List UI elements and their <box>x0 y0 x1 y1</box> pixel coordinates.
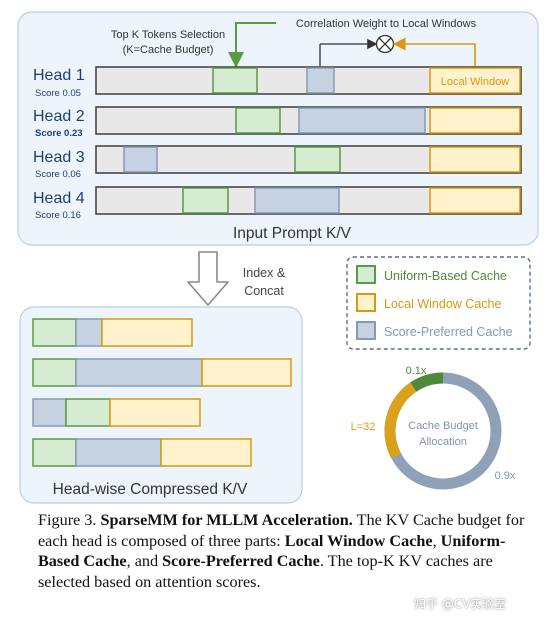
head-1-label: Head 1 <box>33 67 85 84</box>
index-concat-line1: Index & <box>243 266 286 280</box>
head-1-uniform-block <box>212 67 258 94</box>
caption-bold-score: Score-Preferred Cache <box>162 552 320 570</box>
compressed-row-4 <box>32 438 252 467</box>
caption-text-1: The KV Cache budget for each head is com… <box>38 511 525 550</box>
head-3-label: Head 3 <box>33 149 85 166</box>
head-4-score-block <box>254 187 340 214</box>
head-3-score-block <box>123 146 158 173</box>
head-3-score: Score 0.06 <box>35 169 81 180</box>
legend-local-swatch <box>356 293 376 312</box>
compressed-3-local <box>109 398 201 427</box>
down-arrow-icon <box>187 251 229 306</box>
compressed-4-local <box>160 438 252 467</box>
head-row-4: Head 4 Score 0.16 <box>33 186 522 221</box>
donut-label-right: 0.9x <box>495 470 516 482</box>
legend-uniform-swatch <box>356 265 376 284</box>
donut-label-left: L=32 <box>351 421 376 433</box>
correlation-label: Correlation Weight to Local Windows <box>296 18 477 30</box>
donut-gold-arc <box>384 382 417 459</box>
figure-caption: Figure 3. SparseMM for MLLM Acceleration… <box>38 510 528 592</box>
compressed-2-score <box>75 358 203 387</box>
head-2-label: Head 2 <box>33 108 85 125</box>
head-3-local-block <box>429 146 521 173</box>
compressed-3-score <box>32 398 67 427</box>
head-4-label: Head 4 <box>33 190 85 207</box>
head-4-uniform-block <box>182 187 229 214</box>
sparsemm-figure: Top K Tokens Selection (K=Cache Budget) … <box>17 11 539 504</box>
head-3-uniform-block <box>294 146 341 173</box>
head-1-score-block <box>306 67 335 94</box>
donut-green-arc <box>410 372 444 392</box>
compressed-1-uniform <box>32 318 77 347</box>
compressed-row-2 <box>32 358 292 387</box>
topk-label-line1: Top K Tokens Selection <box>111 29 225 41</box>
compressed-2-local <box>201 358 292 387</box>
index-concat-line2: Concat <box>244 284 284 298</box>
head-1-score: Score 0.05 <box>35 88 81 99</box>
head-2-uniform-block <box>235 107 281 134</box>
watermark: 知乎 @CV实验室 <box>414 597 507 611</box>
budget-donut: Cache Budget Allocation 0.1x L=32 0.9x <box>351 365 516 490</box>
head-2-score-block <box>298 107 426 134</box>
legend-score-swatch <box>356 321 376 340</box>
head-2-local-block <box>429 107 521 134</box>
head-4-score: Score 0.16 <box>35 210 81 221</box>
head-2-score: Score 0.23 <box>35 128 83 139</box>
donut-center-line2: Allocation <box>419 436 467 448</box>
compressed-panel-title: Head-wise Compressed K/V <box>53 481 248 498</box>
legend-box <box>346 256 531 350</box>
compressed-row-3 <box>32 398 201 427</box>
donut-label-top: 0.1x <box>406 365 427 377</box>
caption-bold-local: Local Window Cache <box>284 531 433 550</box>
caption-lead: Figure 3. <box>38 511 101 529</box>
compressed-2-uniform <box>32 358 77 387</box>
topk-arrow <box>228 22 276 68</box>
caption-text-4: . The top-K KV caches are selected based… <box>38 552 493 591</box>
compressed-row-1 <box>32 318 193 347</box>
input-panel-title: Input Prompt K/V <box>233 225 352 242</box>
legend-uniform-label: Uniform-Based Cache <box>384 269 507 283</box>
head-row-1: Head 1 Score 0.05 Local Window <box>33 66 522 99</box>
caption-title: SparseMM for MLLM Acceleration. <box>100 511 353 529</box>
otimes-icon <box>375 34 395 54</box>
local-window-arrow <box>392 37 476 66</box>
compressed-1-score <box>75 318 103 347</box>
local-window-label: Local Window <box>441 76 510 88</box>
donut-center-line1: Cache Budget <box>408 420 478 432</box>
caption-text-3: , and <box>126 552 163 570</box>
compressed-4-uniform <box>32 438 77 467</box>
head-4-local-block <box>429 187 521 214</box>
head-1-local-block <box>429 67 521 94</box>
head-row-2: Head 2 Score 0.23 <box>33 106 522 139</box>
caption-bold-uniform: Uniform-Based Cache <box>38 531 506 571</box>
compressed-4-score <box>75 438 162 467</box>
topk-label-line2: (K=Cache Budget) <box>123 44 214 56</box>
legend-local-label: Local Window Cache <box>384 297 501 311</box>
head-row-3: Head 3 Score 0.06 <box>33 145 522 180</box>
compressed-3-uniform <box>65 398 111 427</box>
legend-score-label: Score-Preferred Cache <box>384 325 513 339</box>
caption-text-2: , <box>432 531 441 550</box>
compressed-1-local <box>101 318 193 347</box>
